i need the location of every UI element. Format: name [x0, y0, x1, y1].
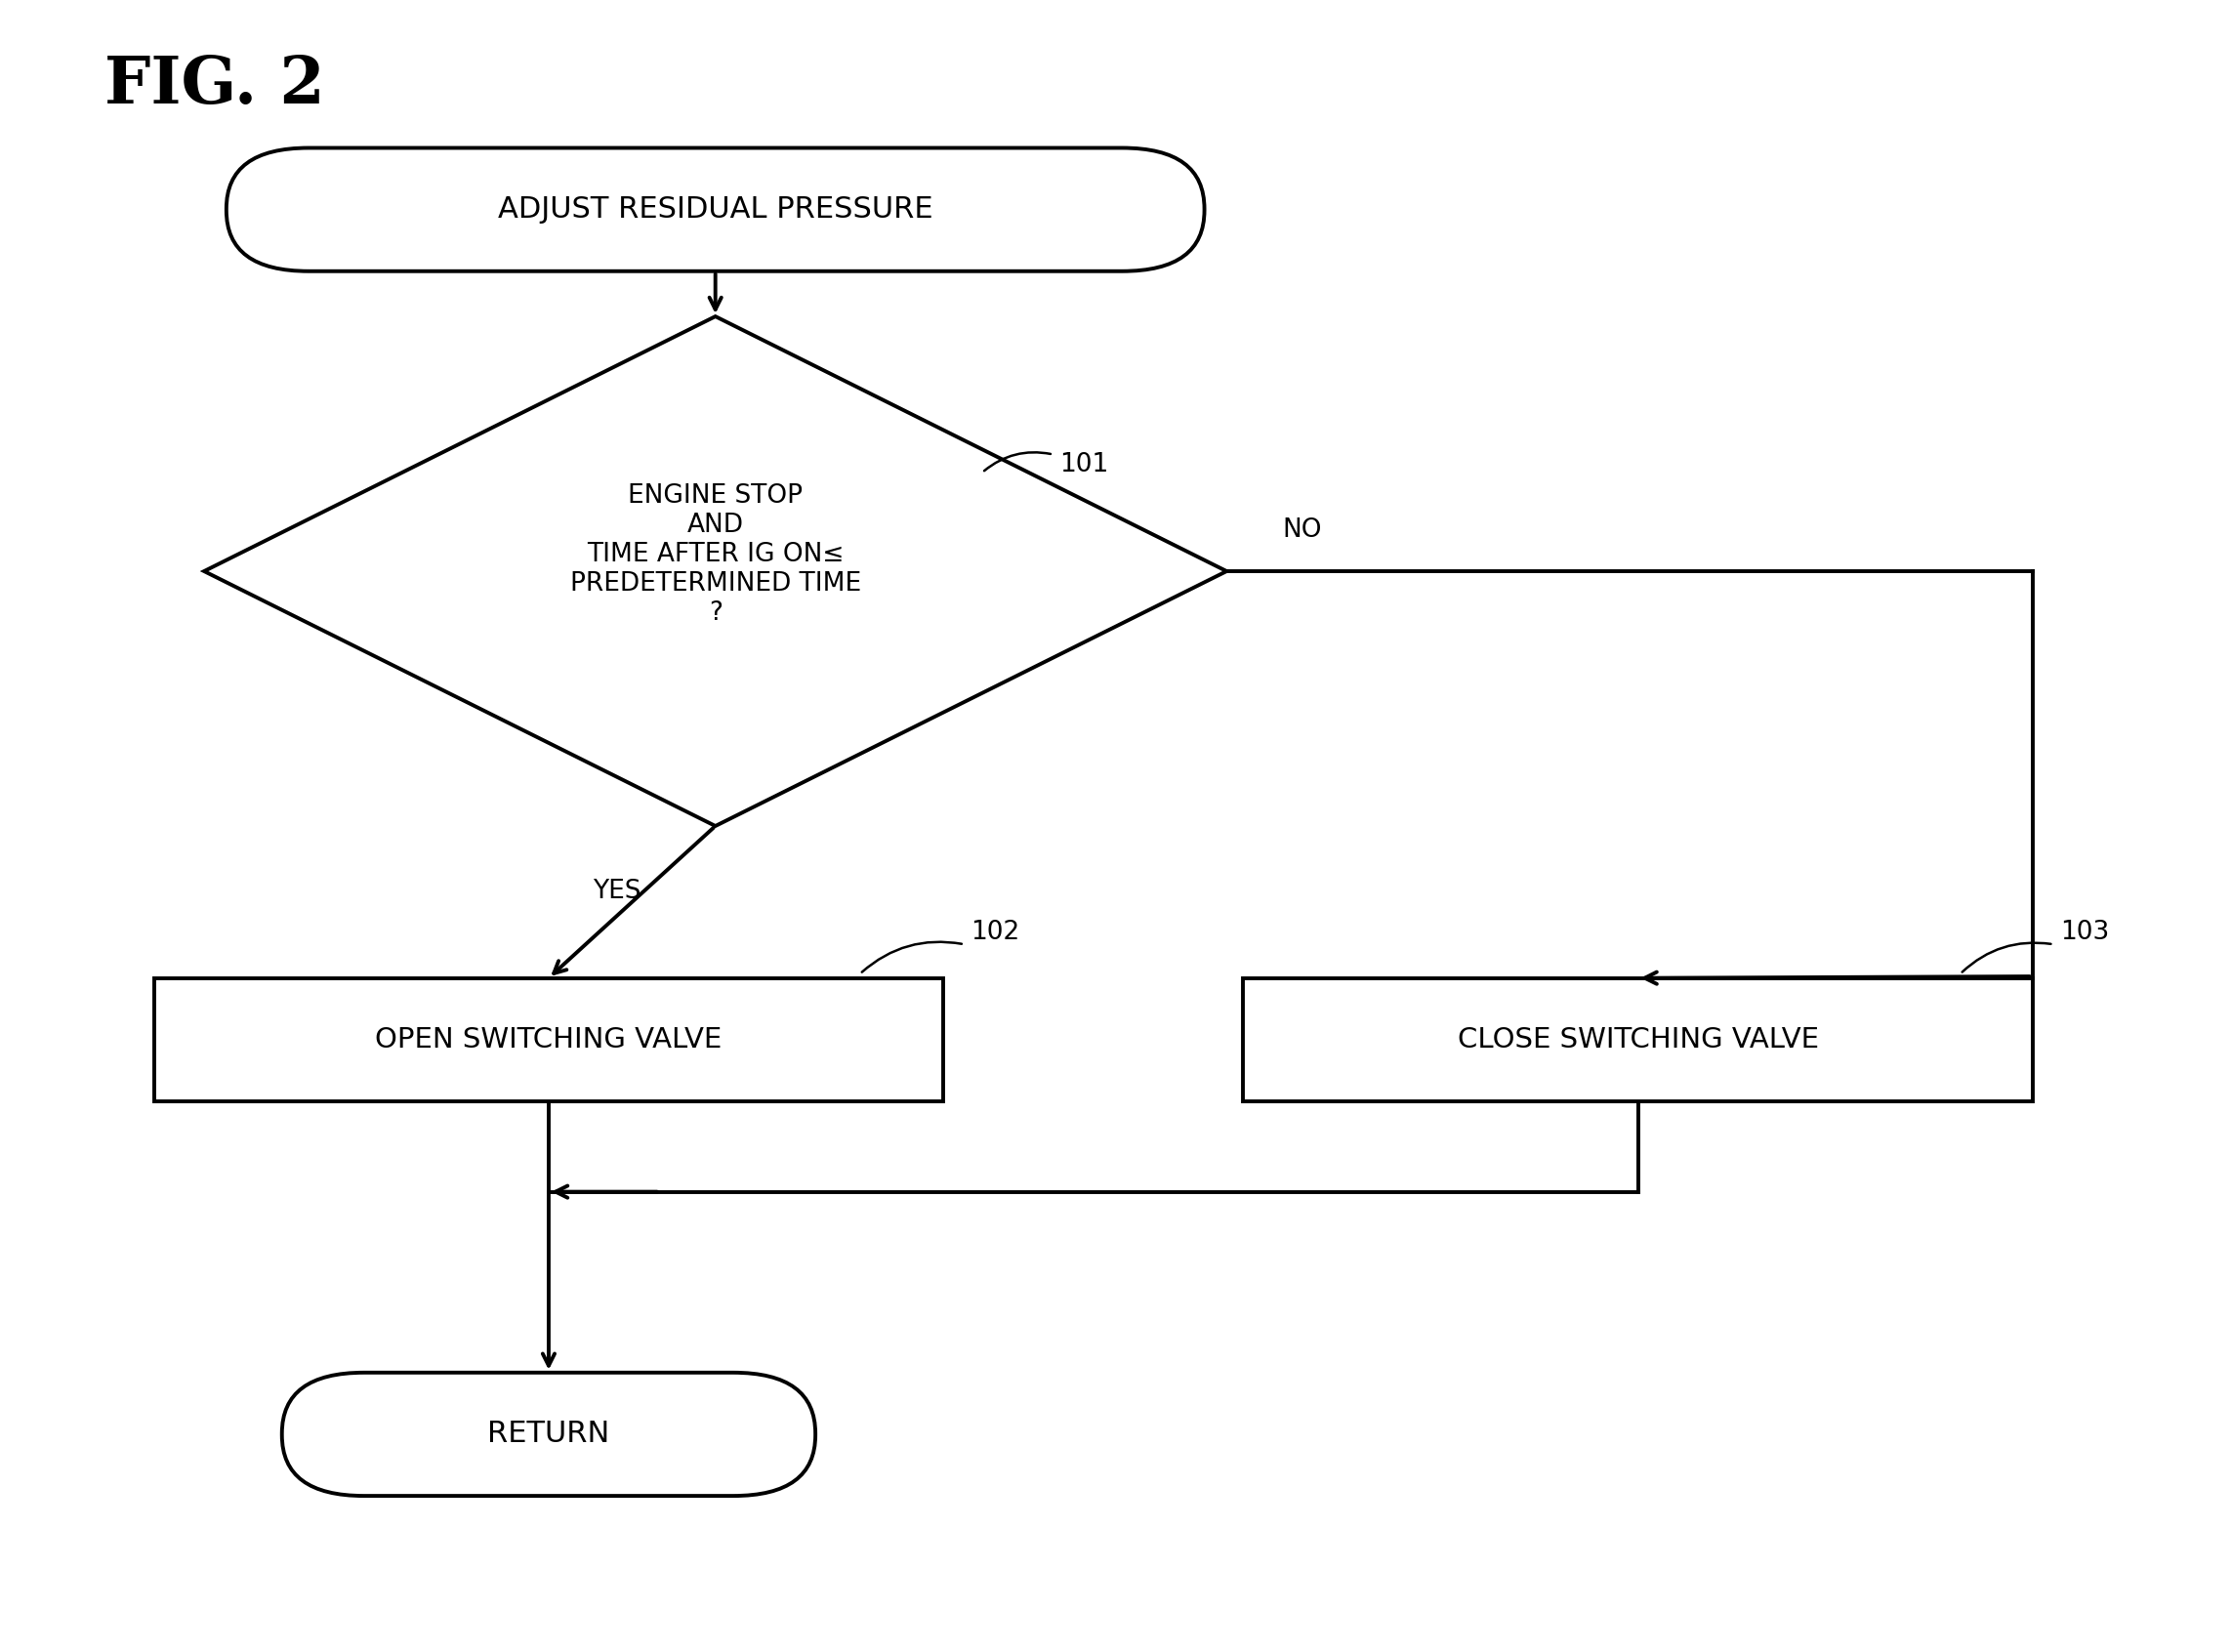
Text: 103: 103 — [2059, 920, 2108, 945]
PathPatch shape — [203, 317, 1227, 826]
Bar — [1243, 978, 2032, 1102]
Text: OPEN SWITCHING VALVE: OPEN SWITCHING VALVE — [375, 1026, 723, 1054]
Text: CLOSE SWITCHING VALVE: CLOSE SWITCHING VALVE — [1457, 1026, 1818, 1054]
Text: NO: NO — [1283, 517, 1321, 544]
Text: ENGINE STOP
AND
TIME AFTER IG ON≤
PREDETERMINED TIME
?: ENGINE STOP AND TIME AFTER IG ON≤ PREDET… — [569, 484, 861, 626]
Text: 101: 101 — [1060, 451, 1109, 477]
Text: ADJUST RESIDUAL PRESSURE: ADJUST RESIDUAL PRESSURE — [498, 195, 933, 223]
FancyBboxPatch shape — [225, 149, 1205, 271]
Text: YES: YES — [593, 879, 643, 904]
Text: 102: 102 — [970, 920, 1020, 945]
Bar — [154, 978, 944, 1102]
FancyBboxPatch shape — [281, 1373, 814, 1495]
Text: FIG. 2: FIG. 2 — [105, 53, 323, 117]
Text: RETURN: RETURN — [489, 1421, 609, 1449]
